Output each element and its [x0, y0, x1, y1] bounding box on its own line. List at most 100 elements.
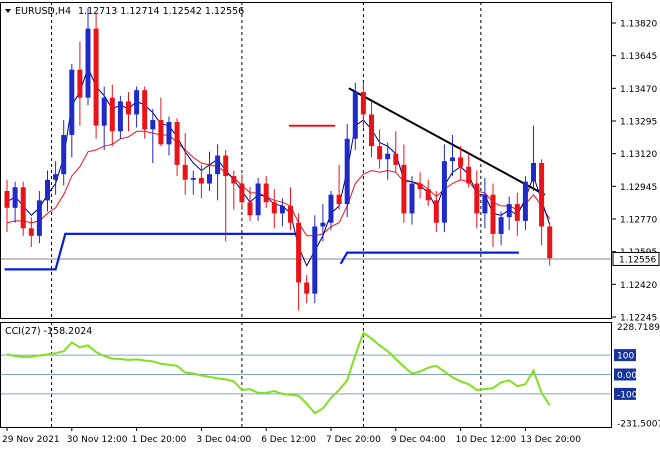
- candle-body: [36, 200, 42, 236]
- candle-22: [182, 133, 188, 195]
- candle-body: [506, 204, 512, 218]
- cci-line: [6, 331, 551, 415]
- price-panel-frame: [0, 2, 612, 319]
- candle-13: [109, 84, 115, 147]
- candle-9: [77, 41, 83, 126]
- candle-body: [126, 101, 131, 115]
- candle-body: [490, 194, 496, 234]
- candle-29: [239, 174, 245, 210]
- candle-body: [239, 183, 245, 203]
- candle-body: [288, 205, 293, 223]
- candle-body: [393, 153, 399, 165]
- time-label-6: 9 Dec 04:00: [391, 435, 446, 445]
- candle-32: [263, 176, 269, 208]
- candle-body: [93, 28, 99, 126]
- candle-38: [312, 215, 318, 303]
- candle-24: [198, 164, 204, 199]
- candle-body: [231, 176, 237, 184]
- candle-0: [4, 179, 10, 233]
- candle-55: [450, 135, 455, 177]
- cci-panel[interactable]: CCI(27) -158.2024: [0, 322, 612, 427]
- candle-31: [255, 177, 261, 221]
- time-label-5: 7 Dec 20:00: [326, 435, 381, 445]
- candle-body: [522, 181, 528, 221]
- candle-body: [101, 97, 107, 126]
- candle-46: [377, 129, 383, 169]
- candle-51: [417, 172, 423, 199]
- candle-1: [12, 181, 18, 223]
- candle-4: [36, 191, 42, 244]
- candle-39: [320, 204, 326, 242]
- candle-33: [271, 189, 277, 229]
- candle-53: [433, 191, 439, 233]
- candle-41: [336, 164, 342, 210]
- candle-27: [223, 149, 229, 242]
- candle-2: [20, 181, 26, 236]
- candle-body: [433, 200, 439, 223]
- candle-body: [328, 194, 334, 223]
- candle-61: [498, 211, 504, 246]
- candle-body: [263, 183, 269, 203]
- candle-body: [166, 121, 172, 145]
- candle-body: [207, 174, 212, 184]
- candle-10: [85, 8, 91, 106]
- candle-44: [360, 82, 366, 128]
- candle-57: [466, 153, 472, 188]
- candle-36: [296, 213, 302, 311]
- candle-body: [539, 163, 545, 227]
- cci-level-box-1: [614, 368, 636, 381]
- candle-body: [320, 222, 326, 227]
- candle-6: [53, 161, 59, 195]
- candle-body: [385, 153, 391, 160]
- candle-body: [174, 121, 180, 165]
- cci-bottom-label: -231.5007: [617, 420, 660, 430]
- candle-body: [312, 226, 318, 294]
- candle-body: [117, 101, 123, 132]
- candle-5: [45, 170, 50, 212]
- candle-16: [134, 86, 140, 128]
- support-line-1: [339, 251, 519, 265]
- candle-body: [223, 155, 229, 177]
- candle-body: [190, 177, 196, 180]
- candle-body: [134, 90, 140, 115]
- candle-body: [417, 183, 423, 190]
- cci-level-box-0: [614, 349, 636, 362]
- candle-body: [441, 161, 447, 223]
- candle-body: [109, 97, 115, 132]
- price-tick-label-2: 1.13470: [620, 85, 657, 95]
- time-label-2: 1 Dec 20:00: [132, 435, 187, 445]
- candle-body: [255, 183, 261, 216]
- candle-body: [474, 183, 480, 214]
- candle-42: [344, 123, 350, 218]
- candle-body: [12, 187, 18, 208]
- candle-58: [474, 170, 480, 229]
- chart-header: EURUSD,H4 1.12713 1.12714 1.12542 1.12556: [5, 6, 244, 17]
- candle-54: [441, 144, 447, 233]
- candle-19: [158, 97, 164, 147]
- cci-panel-frame: [0, 322, 612, 428]
- price-panel[interactable]: EURUSD,H4 1.12713 1.12714 1.12542 1.12556: [0, 2, 612, 318]
- candle-63: [514, 192, 520, 236]
- candle-64: [522, 176, 528, 231]
- current-price-label: 1.12556: [619, 255, 656, 265]
- candle-body: [531, 163, 536, 182]
- candle-body: [344, 138, 350, 205]
- candle-11: [93, 13, 99, 139]
- candle-body: [69, 69, 75, 135]
- candle-body: [28, 228, 34, 236]
- time-label-4: 6 Dec 12:00: [261, 435, 316, 445]
- candle-67: [547, 222, 553, 266]
- dropdown-triangle-icon: [5, 9, 11, 13]
- time-label-8: 13 Dec 20:00: [520, 435, 581, 445]
- price-tick-label-6: 1.12770: [620, 216, 657, 226]
- candle-21: [174, 118, 180, 177]
- cci-level-label-0: 100: [617, 352, 634, 362]
- candle-49: [401, 144, 407, 223]
- candle-body: [352, 92, 358, 139]
- candle-62: [506, 196, 512, 231]
- candle-body: [458, 157, 464, 167]
- candle-59: [482, 177, 488, 229]
- candle-50: [409, 176, 415, 225]
